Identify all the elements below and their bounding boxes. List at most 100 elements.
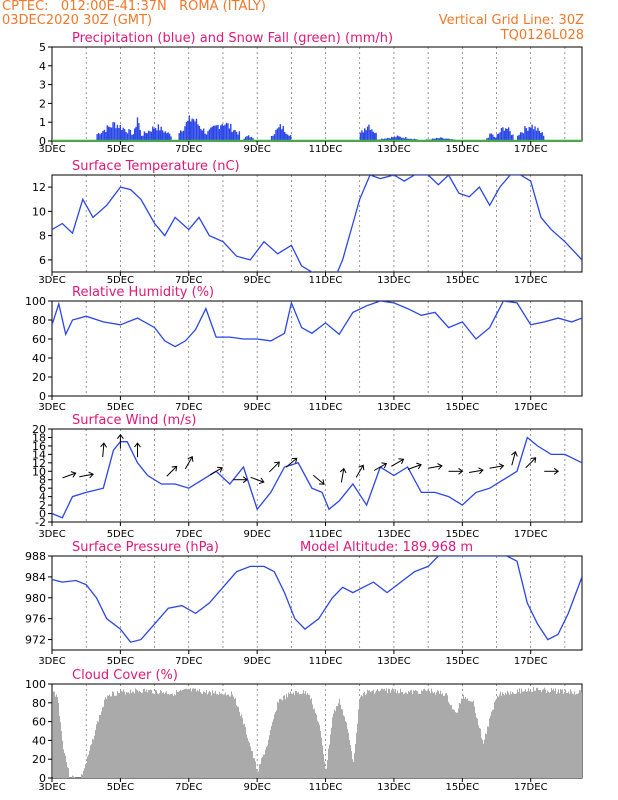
precip-bar [497, 133, 500, 141]
cloud-bar [194, 688, 195, 778]
cloud-bar [382, 688, 383, 778]
cloud-bar [425, 690, 426, 778]
cloud-bar [471, 701, 472, 778]
cloud-bar [276, 710, 277, 778]
cloud-bar [321, 737, 322, 778]
x-tick-label: 7DEC [175, 402, 202, 413]
cloud-bar [511, 694, 512, 778]
cloud-bar [292, 693, 293, 778]
x-tick-label: 7DEC [175, 144, 202, 155]
cloud-bar [83, 770, 84, 778]
cloud-bar [523, 691, 524, 778]
y-tick-label: 972 [25, 634, 46, 647]
precip-bar [207, 131, 209, 141]
panel-5: 972 976 980 984 988 3DEC 5DEC 7DEC 9DEC 11DEC 13DE… [25, 540, 583, 667]
precip-bar [190, 121, 192, 141]
precip-bar [528, 127, 530, 141]
precip-bar [403, 138, 406, 141]
cloud-bar [160, 690, 161, 778]
cloud-bar [122, 691, 123, 778]
cloud-bar [67, 767, 68, 778]
precip-bar [232, 130, 235, 141]
y-tick-label: 0 [39, 772, 46, 785]
y-tick-label: 0 [39, 135, 46, 148]
cloud-bar [344, 716, 345, 778]
wind-arrow [428, 463, 443, 470]
cloud-bar [204, 691, 205, 778]
cloud-bar [270, 730, 271, 778]
cloud-bar [138, 691, 139, 778]
cloud-bar [394, 691, 395, 778]
cloud-bar [300, 694, 301, 778]
cloud-bar [128, 692, 129, 778]
wind-arrow [489, 463, 505, 470]
cloud-bar [345, 721, 346, 778]
cloud-bar [95, 730, 96, 778]
precip-bar [402, 137, 404, 141]
cloud-bar [353, 762, 354, 778]
cloud-bar [289, 693, 290, 778]
y-tick-label: 0 [39, 508, 46, 521]
cloud-bar [374, 693, 375, 778]
cloud-bar [73, 776, 74, 778]
cloud-bar [332, 717, 333, 778]
cloud-bar [215, 690, 216, 778]
cloud-bar [308, 694, 309, 778]
precip-bar [288, 135, 290, 141]
precip-bar [211, 126, 213, 141]
precip-bar [371, 129, 373, 141]
cloud-bar [112, 691, 113, 778]
cloud-bar [495, 700, 496, 778]
precip-bar [224, 124, 226, 141]
cloud-bar [279, 699, 280, 778]
precip-bar [237, 134, 239, 141]
precip-bar [238, 131, 241, 141]
wind-arrow [100, 442, 107, 458]
cloud-bar [235, 697, 236, 778]
cloud-bar [62, 740, 63, 778]
precip-bar [507, 127, 510, 141]
precip-bar [208, 129, 211, 141]
precip-bar [279, 124, 282, 141]
cloud-bar [189, 689, 190, 778]
product-code: TQ0126L028 [500, 28, 584, 43]
cloud-bar [362, 696, 363, 778]
cloud-bar [280, 698, 281, 778]
precip-bar [116, 124, 119, 141]
cloud-bar [515, 693, 516, 778]
precip-bar [105, 131, 107, 141]
wind-arrow [166, 465, 178, 477]
panel-2: 6 8 10 12 3DEC 5DEC 7DEC 9DEC 11DEC 13DEC 15DEC 17D… [32, 159, 583, 286]
precip-bar [157, 124, 160, 141]
cloud-bar [150, 689, 151, 778]
cloud-bar [133, 691, 134, 778]
cloud-bar [383, 689, 384, 778]
cloud-bar [144, 688, 145, 778]
cloud-bar [421, 690, 422, 778]
cloud-bar [342, 709, 343, 778]
cloud-bar [106, 698, 107, 778]
precip-bar [204, 133, 206, 141]
precip-bar [247, 135, 250, 141]
y-tick-label: 20 [32, 423, 46, 436]
cloud-bar [514, 694, 515, 778]
cloud-bar [562, 689, 563, 778]
x-tick-label: 15DEC [445, 275, 479, 286]
x-tick-label: 5DEC [107, 656, 134, 667]
cloud-bar [555, 688, 556, 778]
cloud-bar [423, 689, 424, 778]
wind-arrow [250, 476, 265, 485]
cloud-bar [206, 690, 207, 778]
cloud-bar [461, 698, 462, 778]
cloud-bar [116, 695, 117, 778]
wind-arrow [391, 458, 405, 467]
cloud-bar [337, 706, 338, 778]
cloud-bar [198, 691, 199, 778]
cloud-bar [581, 692, 582, 778]
cloud-bar [414, 690, 415, 778]
cloud-bar [476, 717, 477, 778]
cloud-bar [244, 723, 245, 778]
cloud-bar [456, 712, 457, 778]
plot-frame [51, 174, 583, 273]
